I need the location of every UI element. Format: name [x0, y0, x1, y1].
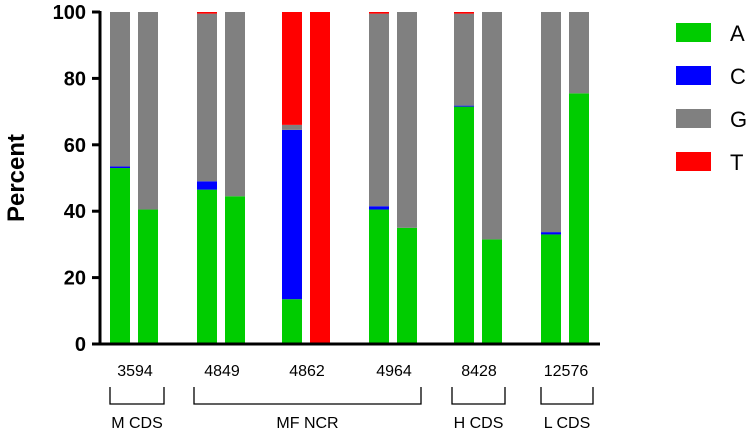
group-brackets-layer: M CDS MF NCR H CDS L CDS [109, 387, 594, 432]
bar-segment-C-12576-1 [541, 232, 561, 235]
bar-segment-T-4862-1 [282, 12, 302, 125]
bar-segment-C-3594-1 [110, 166, 130, 169]
x-category-label-12576: 12576 [544, 363, 589, 380]
x-category-label-4849: 4849 [204, 363, 240, 380]
bar-segment-C-4862-1 [282, 129, 302, 300]
bars-layer [110, 12, 589, 345]
y-tick-label-80: 80 [64, 68, 86, 90]
axes-layer: 0 20 40 60 80 100 Percent [3, 2, 600, 356]
y-tick-label-20: 20 [64, 268, 86, 290]
group-label-3: H CDS [454, 415, 504, 432]
legend-label-G: G [730, 107, 747, 132]
bar-segment-G-4849-2 [225, 12, 245, 197]
legend-swatch-T [676, 152, 711, 171]
bar-segment-A-4849-1 [197, 189, 217, 344]
x-category-label-3594: 3594 [117, 363, 153, 380]
bar-segment-A-4964-1 [369, 209, 389, 344]
y-axis-title: Percent [3, 134, 30, 222]
bar-segment-T-4964-1 [369, 12, 389, 14]
bar-segment-A-4862-1 [282, 299, 302, 344]
legend-swatch-C [676, 66, 711, 85]
bar-segment-G-3594-1 [110, 12, 130, 167]
bar-segment-G-12576-2 [569, 12, 589, 94]
legend-label-T: T [730, 150, 743, 175]
x-category-label-4964: 4964 [376, 363, 412, 380]
group-label-4: L CDS [544, 415, 591, 432]
group-label-2: MF NCR [276, 415, 338, 432]
bar-segment-C-4849-1 [197, 181, 217, 190]
bar-segment-T-4849-1 [197, 12, 217, 14]
bar-segment-A-12576-1 [541, 234, 561, 344]
bar-segment-T-8428-1 [454, 12, 474, 14]
y-tick-label-100: 100 [53, 2, 86, 24]
x-category-label-8428: 8428 [461, 363, 497, 380]
y-tick-label-60: 60 [64, 135, 86, 157]
bar-segment-A-8428-2 [482, 239, 502, 344]
group-bracket-3 [451, 387, 506, 405]
bar-segment-A-3594-2 [138, 209, 158, 344]
bar-segment-G-4849-1 [197, 13, 217, 182]
bar-segment-G-4964-2 [397, 12, 417, 228]
bar-segment-C-4964-1 [369, 206, 389, 210]
category-labels-layer: 3594 4849 4862 4964 8428 12576 [117, 363, 588, 380]
bar-segment-C-8428-1 [454, 105, 474, 107]
bar-segment-A-3594-1 [110, 168, 130, 344]
bar-segment-G-3594-2 [138, 12, 158, 210]
group-bracket-1 [109, 387, 165, 405]
bar-segment-A-4964-2 [397, 227, 417, 344]
bar-segment-A-4849-2 [225, 196, 245, 344]
x-category-label-4862: 4862 [289, 363, 325, 380]
legend-swatch-G [676, 109, 711, 128]
bar-segment-G-4964-1 [369, 13, 389, 207]
bar-segment-A-8428-1 [454, 106, 474, 345]
y-tick-label-40: 40 [64, 201, 86, 223]
bar-segment-G-8428-2 [482, 12, 502, 240]
bar-segment-G-12576-1 [541, 12, 561, 233]
legend-swatch-A [676, 23, 711, 42]
group-bracket-2 [193, 387, 422, 405]
bar-segment-G-8428-1 [454, 13, 474, 106]
bar-segment-G-4862-1 [282, 124, 302, 130]
group-label-1: M CDS [111, 415, 163, 432]
y-tick-label-0: 0 [75, 334, 86, 356]
group-bracket-4 [540, 387, 594, 405]
legend-label-A: A [730, 21, 745, 46]
bar-segment-T-4862-2 [310, 12, 330, 344]
legend-label-C: C [730, 64, 746, 89]
bar-segment-A-12576-2 [569, 93, 589, 344]
